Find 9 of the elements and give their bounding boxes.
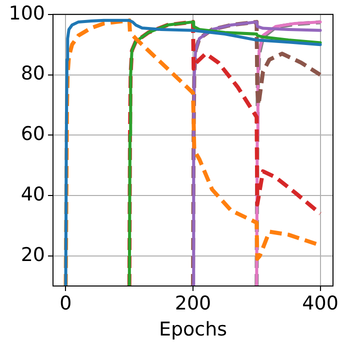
y-tick-label: 20	[20, 244, 45, 266]
y-tick-label: 40	[20, 183, 45, 206]
x-tick-label: 200	[174, 292, 212, 314]
x-axis-title: Epochs	[158, 318, 228, 341]
y-tick-label: 60	[20, 123, 45, 146]
y-tick-label: 80	[20, 62, 45, 85]
x-tick-label: 0	[60, 292, 72, 314]
y-tick-label: 100	[8, 2, 45, 24]
x-tick-label: 400	[302, 292, 338, 314]
